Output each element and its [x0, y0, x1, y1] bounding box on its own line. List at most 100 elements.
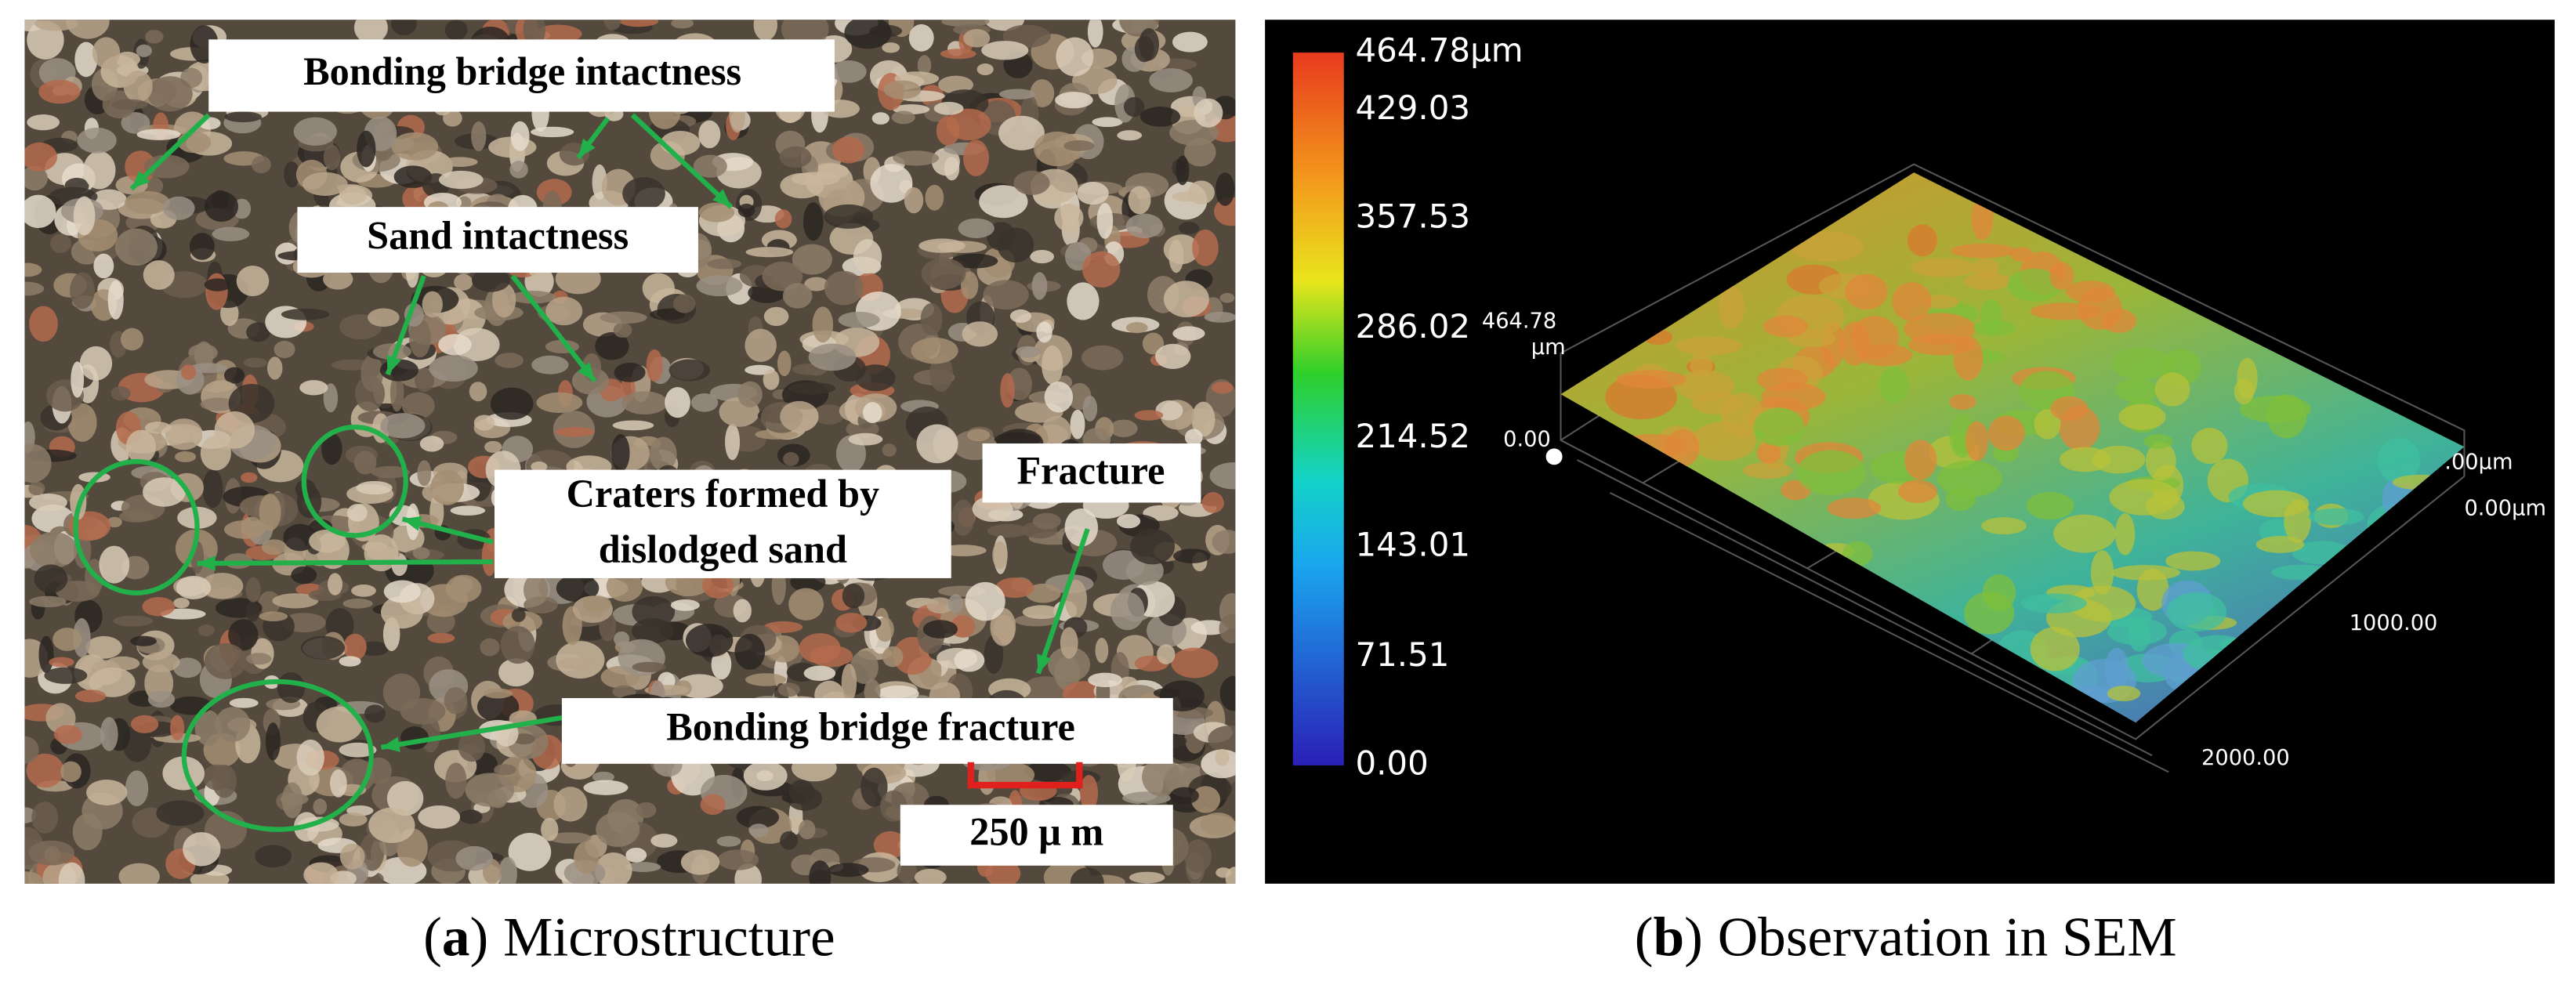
grain	[321, 432, 342, 465]
grain	[130, 635, 157, 646]
grain	[680, 849, 720, 875]
grain	[34, 564, 68, 594]
grain	[111, 99, 148, 110]
grain	[583, 780, 629, 795]
grain	[296, 739, 324, 776]
grain	[343, 633, 367, 660]
grain	[922, 620, 958, 639]
grain	[1169, 787, 1199, 805]
peak	[2111, 347, 2174, 380]
grain	[303, 862, 339, 884]
grain	[353, 20, 388, 44]
grain	[174, 451, 197, 462]
colorbar-label: 214.52	[1355, 417, 1470, 455]
grain	[1139, 27, 1159, 61]
grain	[259, 611, 288, 621]
grain	[508, 832, 552, 871]
grain	[1163, 234, 1200, 265]
grain	[1081, 251, 1121, 288]
grain	[67, 403, 97, 442]
grain	[24, 443, 52, 483]
grain	[180, 364, 197, 381]
grain	[24, 262, 42, 277]
grain	[490, 387, 534, 420]
grain	[241, 472, 258, 483]
grain	[24, 281, 45, 296]
grain	[281, 308, 330, 320]
peak	[2049, 262, 2074, 290]
grain	[495, 353, 524, 368]
arrow-head	[131, 171, 150, 190]
grain	[476, 691, 520, 722]
grain	[1048, 646, 1091, 682]
peak	[2145, 442, 2176, 481]
grain	[170, 715, 185, 740]
peak	[1797, 450, 1866, 496]
axis-labels: 464.78µm 0.00 .00µm 0.00µm 1000.00 2000.00	[1482, 309, 2546, 770]
grain	[844, 20, 892, 49]
caption-open: (	[1635, 907, 1654, 968]
grain	[480, 638, 500, 657]
peak	[1763, 315, 1808, 338]
grain	[49, 233, 71, 253]
peak	[2115, 513, 2136, 556]
grain	[1088, 672, 1123, 688]
grain	[883, 80, 922, 100]
grain	[1016, 346, 1041, 358]
grain	[650, 309, 685, 320]
grain	[71, 361, 85, 398]
peak	[2065, 280, 2114, 303]
grain	[74, 689, 107, 703]
arrow-head	[197, 556, 216, 571]
grain	[316, 706, 364, 743]
grain	[1070, 409, 1085, 440]
grain	[24, 194, 56, 229]
grain	[1009, 309, 1031, 324]
grain	[144, 422, 172, 434]
grain	[1208, 725, 1236, 754]
grain	[870, 164, 913, 203]
grain	[700, 794, 726, 815]
grain	[107, 280, 124, 320]
grain	[592, 771, 614, 783]
grain	[1129, 871, 1165, 884]
peak	[2165, 551, 2221, 571]
grain	[1067, 282, 1100, 320]
annotation: Bonding bridge intactness	[303, 49, 741, 93]
grain	[665, 386, 690, 418]
grain	[531, 461, 548, 472]
grain	[123, 71, 153, 103]
grain	[998, 89, 1036, 100]
grain	[1149, 68, 1194, 92]
arrow-head	[577, 362, 595, 382]
axis-label: 2000.00	[2201, 746, 2290, 770]
grain	[145, 30, 164, 44]
grain	[1117, 130, 1143, 141]
peak	[2053, 514, 2116, 553]
peak	[2166, 592, 2227, 632]
grain	[987, 523, 1028, 538]
peak	[1953, 335, 1984, 381]
grain	[1077, 182, 1109, 205]
peak	[1718, 286, 1745, 329]
grain	[372, 343, 411, 360]
grain	[698, 202, 735, 223]
grain	[918, 238, 966, 253]
grain	[850, 650, 879, 684]
grain	[339, 186, 367, 205]
grain	[125, 429, 157, 464]
grain	[26, 753, 64, 788]
grain	[748, 823, 769, 838]
arrow-head	[1037, 653, 1052, 674]
peak	[2020, 593, 2087, 613]
grain	[940, 49, 976, 60]
grain	[202, 469, 223, 508]
peak	[2059, 447, 2111, 472]
grain	[92, 37, 121, 68]
grain	[940, 545, 987, 557]
grain	[339, 656, 361, 667]
grain	[204, 278, 231, 291]
grain	[1216, 867, 1232, 878]
peak	[2110, 565, 2180, 581]
peak	[2234, 378, 2254, 405]
